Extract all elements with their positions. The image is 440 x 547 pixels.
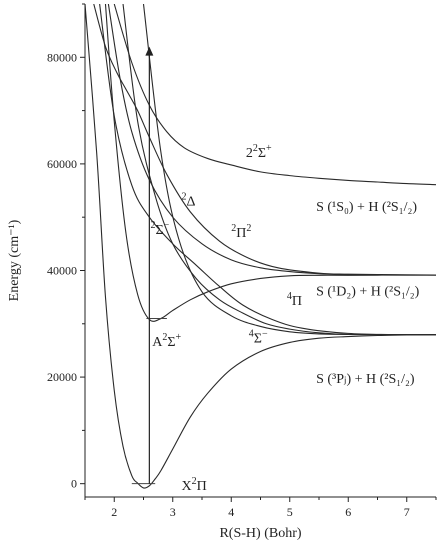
x-tick-label-1: 3	[170, 505, 176, 519]
state-label-0: X2Π	[182, 476, 207, 494]
asymptote-label-1: S (¹D₂) + H (²S₁/₂)	[316, 285, 420, 300]
y-axis-title: Energy (cm⁻¹)	[7, 219, 22, 301]
curve-series-7	[113, 4, 436, 186]
x-tick-label-0: 2	[111, 505, 117, 519]
curve-series-4	[99, 4, 436, 336]
state-label-2: 4Σ−	[249, 328, 268, 346]
state-label-3: 4Π	[287, 291, 302, 309]
markers-layer	[131, 46, 167, 485]
x-tick-label-3: 5	[287, 505, 293, 519]
curve-series-1	[104, 4, 436, 322]
y-tick-label-4: 80000	[47, 50, 77, 64]
curves-layer	[85, 4, 436, 489]
state-label-6: 2Δ	[182, 191, 196, 209]
excitation-arrow-head	[145, 46, 154, 56]
state-label-4: 2Σ−	[151, 220, 170, 238]
y-tick-label-2: 40000	[47, 263, 77, 277]
y-tick-label-3: 60000	[47, 157, 77, 171]
labels-layer: X2Π A2Σ+ 4Σ− 4Π 2Σ− 2Π2 2Δ 22Σ+ S (¹S₀) + H (²S₁…	[151, 143, 420, 494]
asymptote-label-0: S (¹S₀) + H (²S₁/₂)	[316, 200, 417, 215]
state-label-1: A2Σ+	[152, 332, 181, 350]
y-tick-label-0: 0	[71, 477, 77, 491]
state-label-5: 2Π2	[231, 223, 251, 241]
axes-layer: 2 3 4 5 6 7 0 20000 40000 60000 80000 R(S-H) (Bohr)…	[7, 3, 437, 541]
curve-series-6	[93, 4, 436, 276]
x-axis-title: R(S-H) (Bohr)	[219, 526, 301, 541]
y-tick-label-1: 20000	[47, 370, 77, 384]
x-tick-label-4: 6	[345, 505, 351, 519]
curve-series-3	[122, 4, 436, 336]
x-tick-label-2: 4	[228, 505, 234, 519]
x-tick-label-5: 7	[404, 505, 410, 519]
state-label-7: 22Σ+	[246, 143, 272, 161]
curve-series-0	[85, 4, 436, 489]
asymptote-label-2: S (³Pⱼ) + H (²S₁/₂)	[316, 372, 415, 387]
